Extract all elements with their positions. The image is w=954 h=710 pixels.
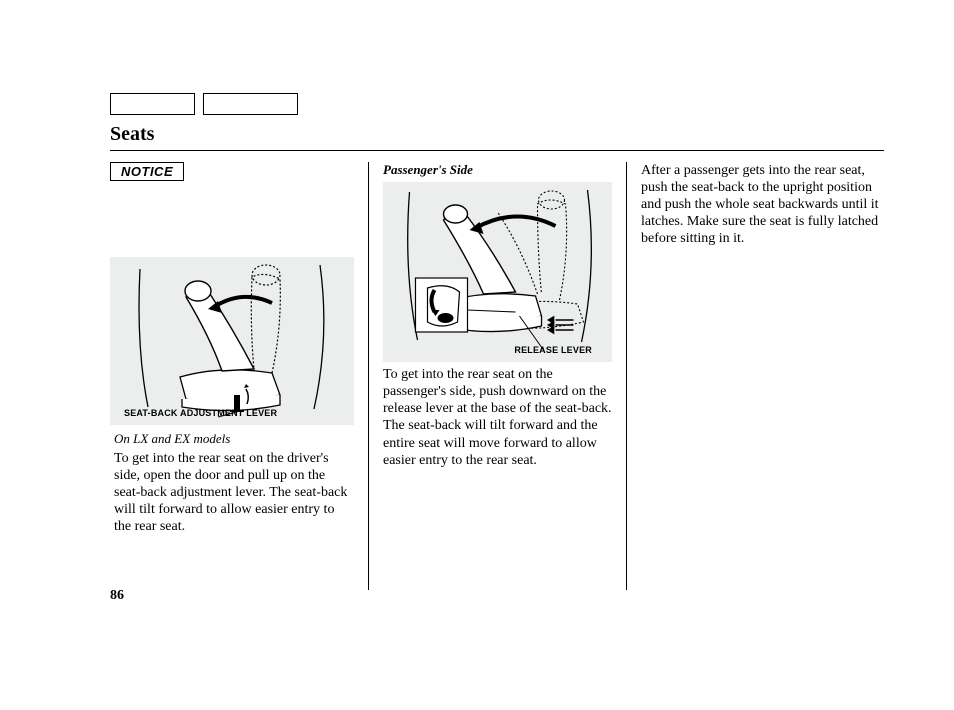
notice-badge: NOTICE bbox=[110, 162, 184, 181]
col1-paragraph: To get into the rear seat on the driver'… bbox=[110, 450, 354, 535]
header-box-2 bbox=[203, 93, 298, 115]
column-3: After a passenger gets into the rear sea… bbox=[626, 162, 884, 590]
figure-passenger-seat: RELEASE LEVER bbox=[383, 182, 612, 362]
figure2-caption: RELEASE LEVER bbox=[514, 345, 592, 356]
title-rule bbox=[110, 150, 884, 151]
model-note: On LX and EX models bbox=[114, 431, 354, 447]
figure1-caption: SEAT-BACK ADJUSTMENT LEVER bbox=[124, 408, 277, 419]
manual-page: Seats NOTICE bbox=[0, 0, 954, 710]
driver-seat-diagram-icon bbox=[110, 257, 354, 425]
content-columns: NOTICE bbox=[110, 162, 884, 590]
col3-paragraph: After a passenger gets into the rear sea… bbox=[641, 162, 884, 247]
column-2: Passenger's Side bbox=[368, 162, 626, 590]
passenger-side-heading: Passenger's Side bbox=[383, 162, 612, 178]
passenger-seat-diagram-icon bbox=[383, 182, 612, 362]
spacer bbox=[110, 187, 354, 257]
page-title: Seats bbox=[110, 123, 154, 146]
col2-paragraph: To get into the rear seat on the passeng… bbox=[383, 366, 612, 468]
header-empty-boxes bbox=[110, 93, 298, 115]
figure-driver-seat: SEAT-BACK ADJUSTMENT LEVER bbox=[110, 257, 354, 425]
page-number: 86 bbox=[110, 588, 124, 604]
header-box-1 bbox=[110, 93, 195, 115]
column-1: NOTICE bbox=[110, 162, 368, 590]
